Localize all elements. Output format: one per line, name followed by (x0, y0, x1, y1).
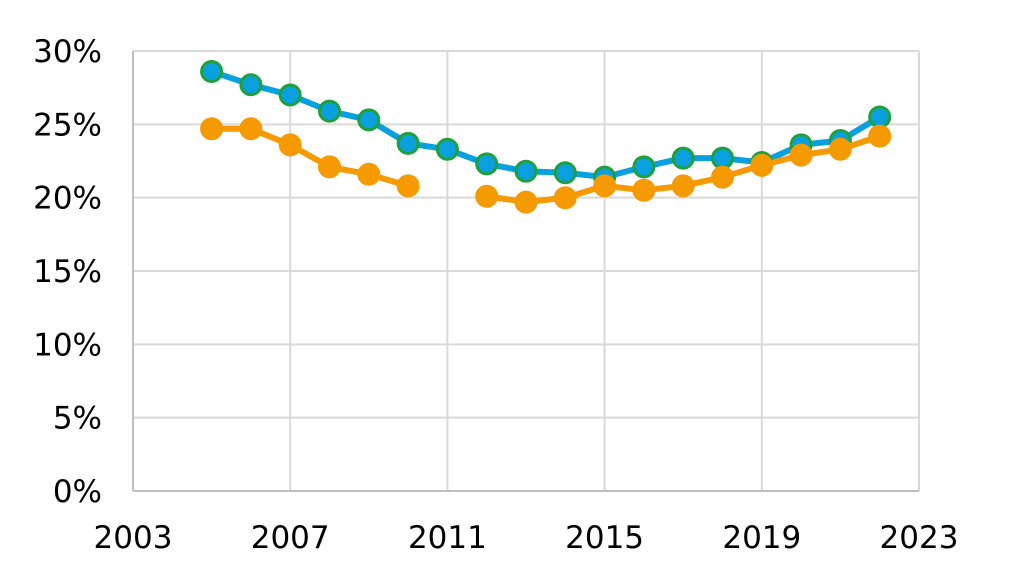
data-point (200, 117, 224, 141)
data-point (278, 83, 302, 107)
y-tick-label: 0% (53, 474, 102, 510)
data-point (632, 155, 656, 179)
x-tick-label: 2019 (722, 520, 801, 556)
y-tick-label: 30% (33, 34, 102, 70)
data-point (593, 174, 617, 198)
data-point (357, 108, 381, 132)
y-tick-label: 25% (33, 107, 102, 143)
data-point (239, 73, 263, 97)
data-point (632, 178, 656, 202)
y-tick-label: 10% (33, 327, 102, 363)
data-point (750, 153, 774, 177)
y-tick-label: 5% (53, 401, 102, 437)
data-point (318, 155, 341, 179)
data-point (868, 124, 892, 148)
y-tick-label: 20% (33, 181, 102, 217)
data-point (357, 162, 381, 186)
x-tick-label: 2007 (251, 520, 330, 556)
x-tick-label: 2011 (408, 520, 487, 556)
data-point (828, 137, 852, 161)
y-tick-label: 15% (33, 254, 102, 290)
data-point (711, 146, 734, 170)
gridlines (133, 50, 920, 491)
data-point (711, 165, 734, 189)
data-point (868, 105, 892, 129)
x-tick-label: 2003 (94, 520, 173, 556)
data-point (475, 184, 499, 208)
data-point (553, 161, 577, 185)
data-point (553, 186, 577, 210)
data-point (200, 60, 224, 83)
x-tick-label: 2023 (880, 520, 959, 556)
series (200, 60, 892, 214)
axes (132, 51, 919, 492)
data-point (318, 99, 341, 123)
data-point (789, 143, 813, 167)
data-point (671, 174, 695, 198)
data-point (475, 152, 499, 176)
y-axis-tick-labels: 0% 5% 10% 15% 20% 25% 30% (33, 34, 102, 510)
data-point (396, 174, 420, 198)
data-point (435, 137, 459, 161)
data-point (514, 190, 538, 214)
data-point (671, 146, 695, 170)
series-2 (200, 117, 892, 214)
data-point (278, 133, 302, 157)
x-axis-tick-labels: 2003 2007 2011 2015 2019 2023 (94, 520, 959, 556)
x-tick-label: 2015 (565, 520, 644, 556)
data-point (514, 159, 538, 183)
data-point (396, 131, 420, 155)
data-point (239, 117, 263, 141)
